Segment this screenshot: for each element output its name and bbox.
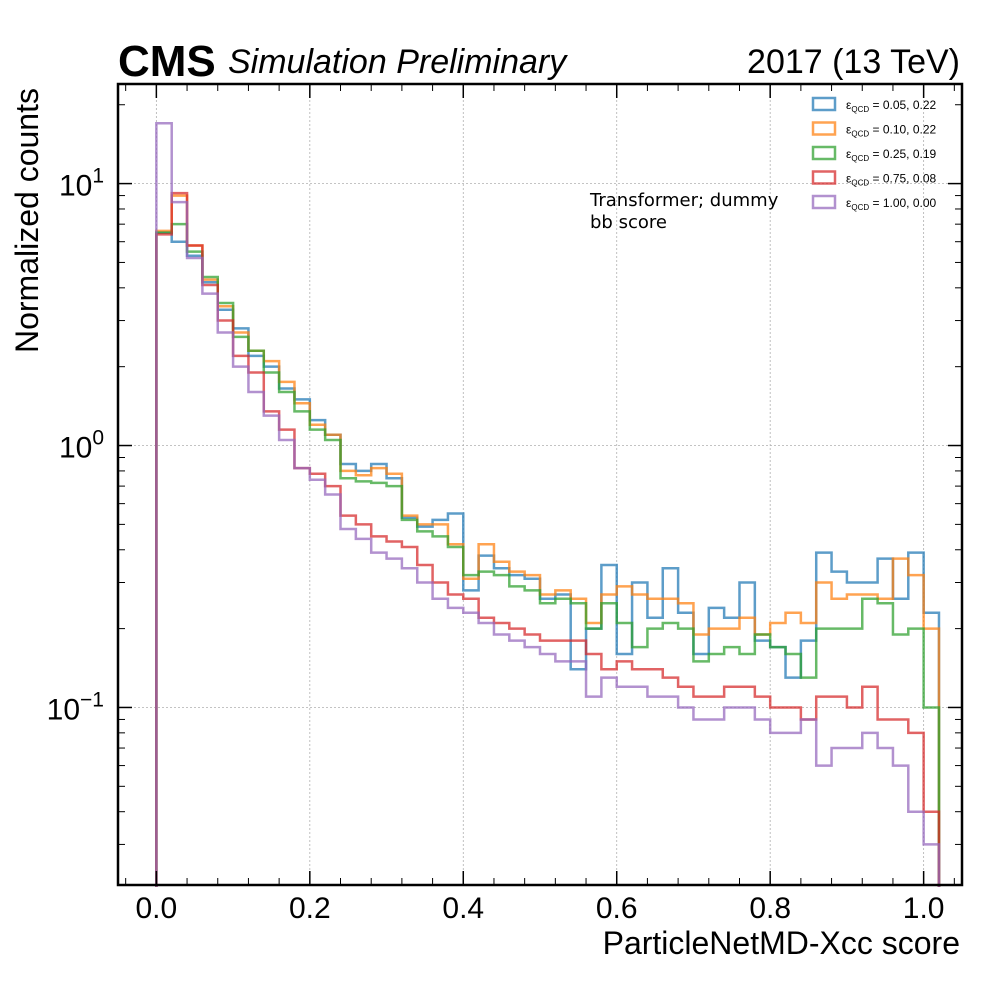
x-tick-label: 0.2 xyxy=(289,892,331,925)
x-tick-label: 0.6 xyxy=(596,892,638,925)
y-tick-exponent: 1 xyxy=(92,165,104,188)
series-line-2 xyxy=(155,222,941,887)
legend-subscript: QCD xyxy=(851,179,869,188)
y-tick-label: 10−1 xyxy=(47,688,104,726)
histogram-series xyxy=(155,121,941,887)
legend-subscript: QCD xyxy=(851,203,869,212)
legend-swatch xyxy=(811,194,837,210)
lumi-label: 2017 (13 TeV) xyxy=(747,43,960,81)
y-axis-label: Normalized counts xyxy=(9,88,45,353)
series-line-4 xyxy=(155,121,941,887)
legend-epsilon: ε xyxy=(846,123,852,137)
legend-value: = 0.05, 0.22 xyxy=(869,98,936,112)
legend-value: = 0.25, 0.19 xyxy=(869,147,936,161)
x-tick-labels: 0.0 0.2 0.4 0.6 0.8 1.0 xyxy=(136,892,945,925)
legend-value: = 0.10, 0.22 xyxy=(869,123,936,137)
plot-frame xyxy=(116,82,964,887)
legend-swatch xyxy=(811,170,837,185)
y-tick-base: 10 xyxy=(47,693,80,726)
legend-swatch xyxy=(811,145,837,161)
x-tick-label: 0.8 xyxy=(749,892,791,925)
legend-epsilon: ε xyxy=(846,172,852,186)
y-tick-label: 101 xyxy=(59,165,104,203)
x-tick-label: 0.4 xyxy=(442,892,484,925)
y-tick-base: 10 xyxy=(59,170,92,203)
status-label: Simulation Preliminary xyxy=(228,43,568,81)
experiment-label: CMS xyxy=(118,37,216,86)
legend-value: = 1.00, 0.00 xyxy=(869,196,936,210)
legend-label: εQCD = 1.00, 0.00 xyxy=(846,196,937,212)
y-tick-base: 10 xyxy=(59,432,92,465)
legend-subscript: QCD xyxy=(851,154,869,163)
legend-swatch xyxy=(811,121,837,136)
annotation-line-2: bb score xyxy=(590,212,667,233)
x-tick-label: 0.0 xyxy=(136,892,178,925)
legend-value: = 0.75, 0.08 xyxy=(869,172,936,186)
legend-epsilon: ε xyxy=(846,147,852,161)
legend-epsilon: ε xyxy=(846,196,852,210)
legend-swatch xyxy=(811,96,837,112)
y-tick-label: 100 xyxy=(59,427,104,465)
legend-label: εQCD = 0.75, 0.08 xyxy=(846,172,937,188)
x-axis-label: ParticleNetMD-Xcc score xyxy=(603,925,960,961)
y-tick-exponent: 0 xyxy=(92,427,104,450)
x-tick-label: 1.0 xyxy=(903,892,945,925)
legend-label: εQCD = 0.05, 0.22 xyxy=(846,98,937,114)
legend-label: εQCD = 0.25, 0.19 xyxy=(846,147,937,163)
annotation-line-1: Transformer; dummy xyxy=(589,190,779,211)
legend-subscript: QCD xyxy=(851,105,869,114)
legend-subscript: QCD xyxy=(851,130,869,139)
legend-epsilon: ε xyxy=(846,98,852,112)
legend-label: εQCD = 0.10, 0.22 xyxy=(846,123,937,139)
y-tick-exponent: −1 xyxy=(80,688,104,711)
